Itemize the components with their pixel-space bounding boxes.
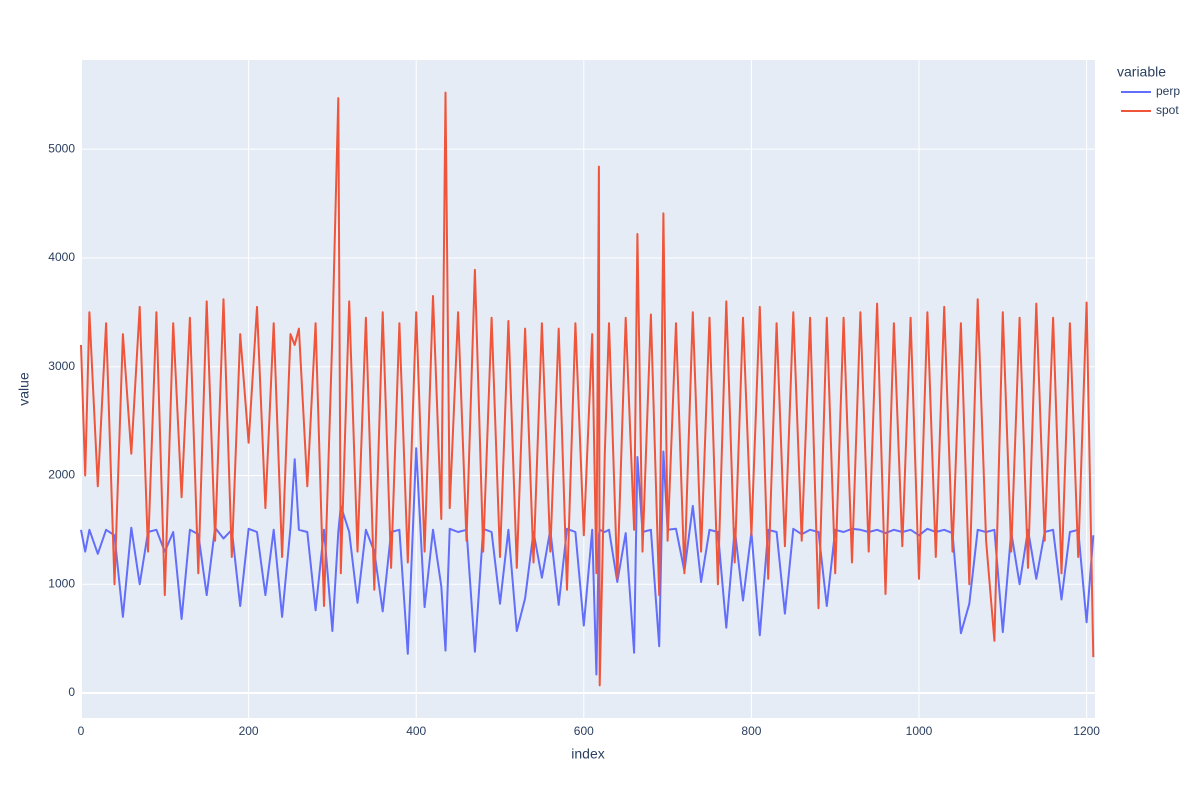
x-axis-title: index <box>571 746 604 762</box>
x-tick-label: 200 <box>239 724 259 738</box>
legend-label: spot <box>1156 103 1179 117</box>
line <box>80 447 1095 676</box>
y-tick-label: 3000 <box>48 359 75 373</box>
y-tick-label: 2000 <box>48 468 75 482</box>
y-tick-label: 0 <box>68 685 75 699</box>
x-tick-label: 600 <box>574 724 594 738</box>
x-tick-label: 800 <box>741 724 761 738</box>
y-tick-label: 1000 <box>48 576 75 590</box>
legend-label: perp <box>1156 84 1180 98</box>
plot-area <box>81 60 1095 718</box>
y-axis-title: value <box>16 372 32 406</box>
x-tick-label: 400 <box>406 724 426 738</box>
x-tick-label: 0 <box>78 724 85 738</box>
y-tick-label: 5000 <box>48 141 75 155</box>
y-tick-label: 4000 <box>48 250 75 264</box>
x-tick-label: 1200 <box>1073 724 1100 738</box>
x-tick-label: 1000 <box>906 724 933 738</box>
legend-title: variable <box>1117 64 1166 80</box>
line <box>80 91 1095 687</box>
